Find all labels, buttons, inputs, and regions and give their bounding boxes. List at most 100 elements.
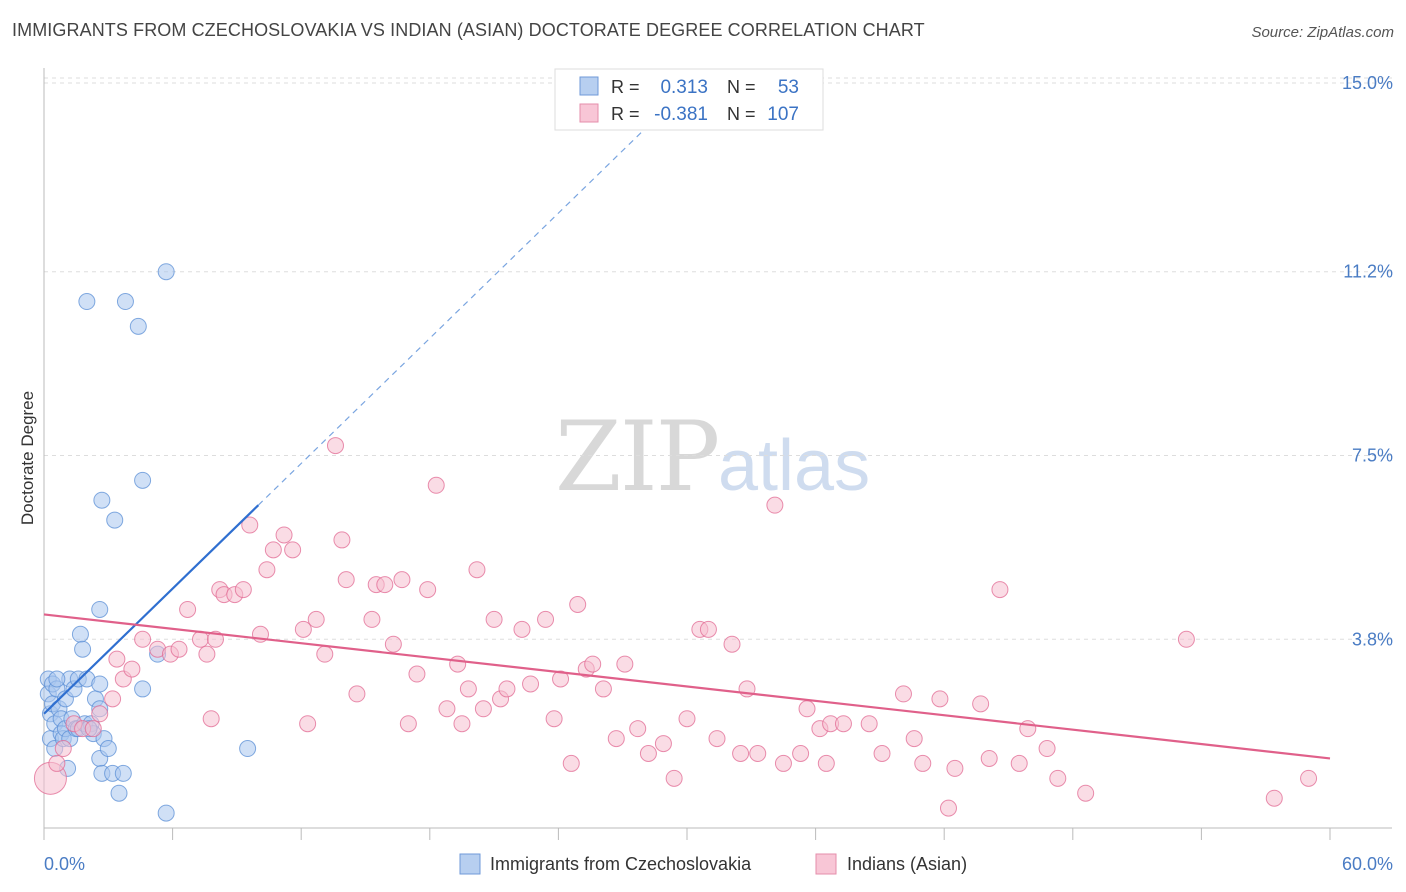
y-tick-label-2: 11.2% — [1343, 262, 1393, 282]
point-indians-26 — [258, 561, 276, 579]
point-indians-75 — [708, 730, 726, 748]
trend-line-czechoslovakia-extension — [257, 129, 645, 506]
point-indians-10 — [123, 660, 141, 678]
y-tick-label-0: 3.8% — [1352, 629, 1393, 649]
point-indians-95 — [946, 759, 964, 777]
point-indians-97 — [980, 749, 998, 767]
point-czechoslovakia-24 — [74, 640, 92, 658]
point-indians-74 — [699, 620, 717, 638]
point-indians-91 — [905, 730, 923, 748]
point-indians-52 — [474, 700, 492, 718]
point-indians-76 — [723, 635, 741, 653]
point-czechoslovakia-42 — [110, 784, 128, 802]
legend-swatch-czechoslovakia — [459, 853, 481, 875]
stats-r-label-2: R = — [611, 104, 640, 124]
point-indians-35 — [333, 531, 351, 549]
point-indians-70 — [654, 735, 672, 753]
point-indians-14 — [170, 640, 188, 658]
point-indians-56 — [513, 620, 531, 638]
y-axis-label: Doctorate Degree — [18, 391, 37, 525]
point-indians-47 — [438, 700, 456, 718]
point-czechoslovakia-47 — [134, 471, 152, 489]
point-indians-93 — [931, 690, 949, 708]
point-indians-53 — [485, 610, 503, 628]
scatter-points — [33, 263, 1318, 822]
point-indians-82 — [792, 745, 810, 762]
chart-title: IMMIGRANTS FROM CZECHOSLOVAKIA VS INDIAN… — [12, 20, 925, 40]
point-czechoslovakia-45 — [129, 317, 147, 335]
axes — [43, 68, 1392, 840]
point-czechoslovakia-43 — [114, 764, 132, 782]
tick-labels: 3.8% 7.5% 11.2% 15.0% 0.0% 60.0% — [44, 73, 1393, 874]
point-indians-96 — [972, 695, 990, 713]
x-tick-label-max: 60.0% — [1342, 854, 1393, 874]
stats-swatch-blue — [579, 76, 599, 96]
point-indians-101 — [1038, 740, 1056, 758]
stats-box-frame — [554, 68, 824, 131]
point-indians-79 — [749, 745, 767, 762]
point-indians-51 — [468, 561, 486, 579]
point-indians-71 — [665, 769, 683, 787]
point-indians-11 — [134, 630, 152, 648]
point-indians-38 — [363, 610, 381, 628]
point-indians-5 — [84, 720, 102, 738]
gridlines — [44, 77, 1392, 640]
point-indians-19 — [206, 630, 224, 648]
stats-n-value-1: 53 — [778, 77, 799, 98]
watermark: ZIP atlas — [555, 401, 870, 513]
point-indians-55 — [498, 680, 516, 698]
point-indians-28 — [275, 526, 293, 544]
point-indians-18 — [202, 710, 220, 728]
legend-swatch-indians — [815, 853, 837, 875]
point-indians-98 — [991, 581, 1009, 599]
point-indians-94 — [939, 799, 957, 817]
point-indians-36 — [337, 571, 355, 589]
point-indians-48 — [449, 655, 467, 673]
point-indians-69 — [639, 745, 657, 762]
point-czechoslovakia-32 — [91, 675, 109, 693]
point-czechoslovakia-35 — [91, 600, 109, 618]
trend-line-czechoslovakia — [43, 504, 260, 715]
point-indians-81 — [774, 754, 792, 772]
point-czechoslovakia-52 — [48, 670, 66, 688]
point-indians-85 — [817, 754, 835, 772]
point-indians-103 — [1077, 784, 1095, 802]
chart-legend: Immigrants from Czechoslovakia Indians (… — [459, 853, 967, 875]
point-indians-40 — [376, 576, 394, 594]
y-tick-label-1: 7.5% — [1352, 446, 1393, 466]
legend-label-indians: Indians (Asian) — [847, 854, 967, 874]
point-indians-89 — [873, 745, 891, 762]
point-indians-33 — [316, 645, 334, 663]
watermark-atlas: atlas — [718, 426, 870, 506]
point-indians-99 — [1010, 754, 1028, 772]
point-czechoslovakia-49 — [157, 804, 175, 822]
point-indians-43 — [399, 715, 417, 733]
x-tick-label-min: 0.0% — [44, 854, 85, 874]
legend-label-czechoslovakia: Immigrants from Czechoslovakia — [490, 854, 752, 874]
trend-line-indians — [43, 613, 1331, 760]
stats-n-label-2: N = — [727, 104, 756, 124]
point-indians-2 — [54, 740, 72, 758]
point-indians-7 — [104, 690, 122, 708]
point-indians-92 — [914, 754, 932, 772]
point-czechoslovakia-46 — [134, 680, 152, 698]
point-indians-6 — [91, 705, 109, 723]
stats-r-label-1: R = — [611, 77, 640, 97]
point-indians-31 — [299, 715, 317, 733]
point-indians-77 — [732, 745, 750, 762]
point-indians-59 — [545, 710, 563, 728]
point-indians-41 — [384, 635, 402, 653]
stats-r-value-2: -0.381 — [654, 104, 708, 125]
point-indians-66 — [607, 730, 625, 748]
point-indians-80 — [766, 496, 784, 514]
point-indians-1 — [48, 754, 66, 772]
point-indians-57 — [522, 675, 540, 693]
point-indians-104 — [1177, 630, 1195, 648]
point-czechoslovakia-51 — [239, 740, 257, 758]
point-indians-65 — [594, 680, 612, 698]
point-indians-24 — [241, 516, 259, 534]
point-indians-60 — [552, 670, 570, 688]
point-indians-61 — [562, 754, 580, 772]
point-indians-88 — [860, 715, 878, 733]
